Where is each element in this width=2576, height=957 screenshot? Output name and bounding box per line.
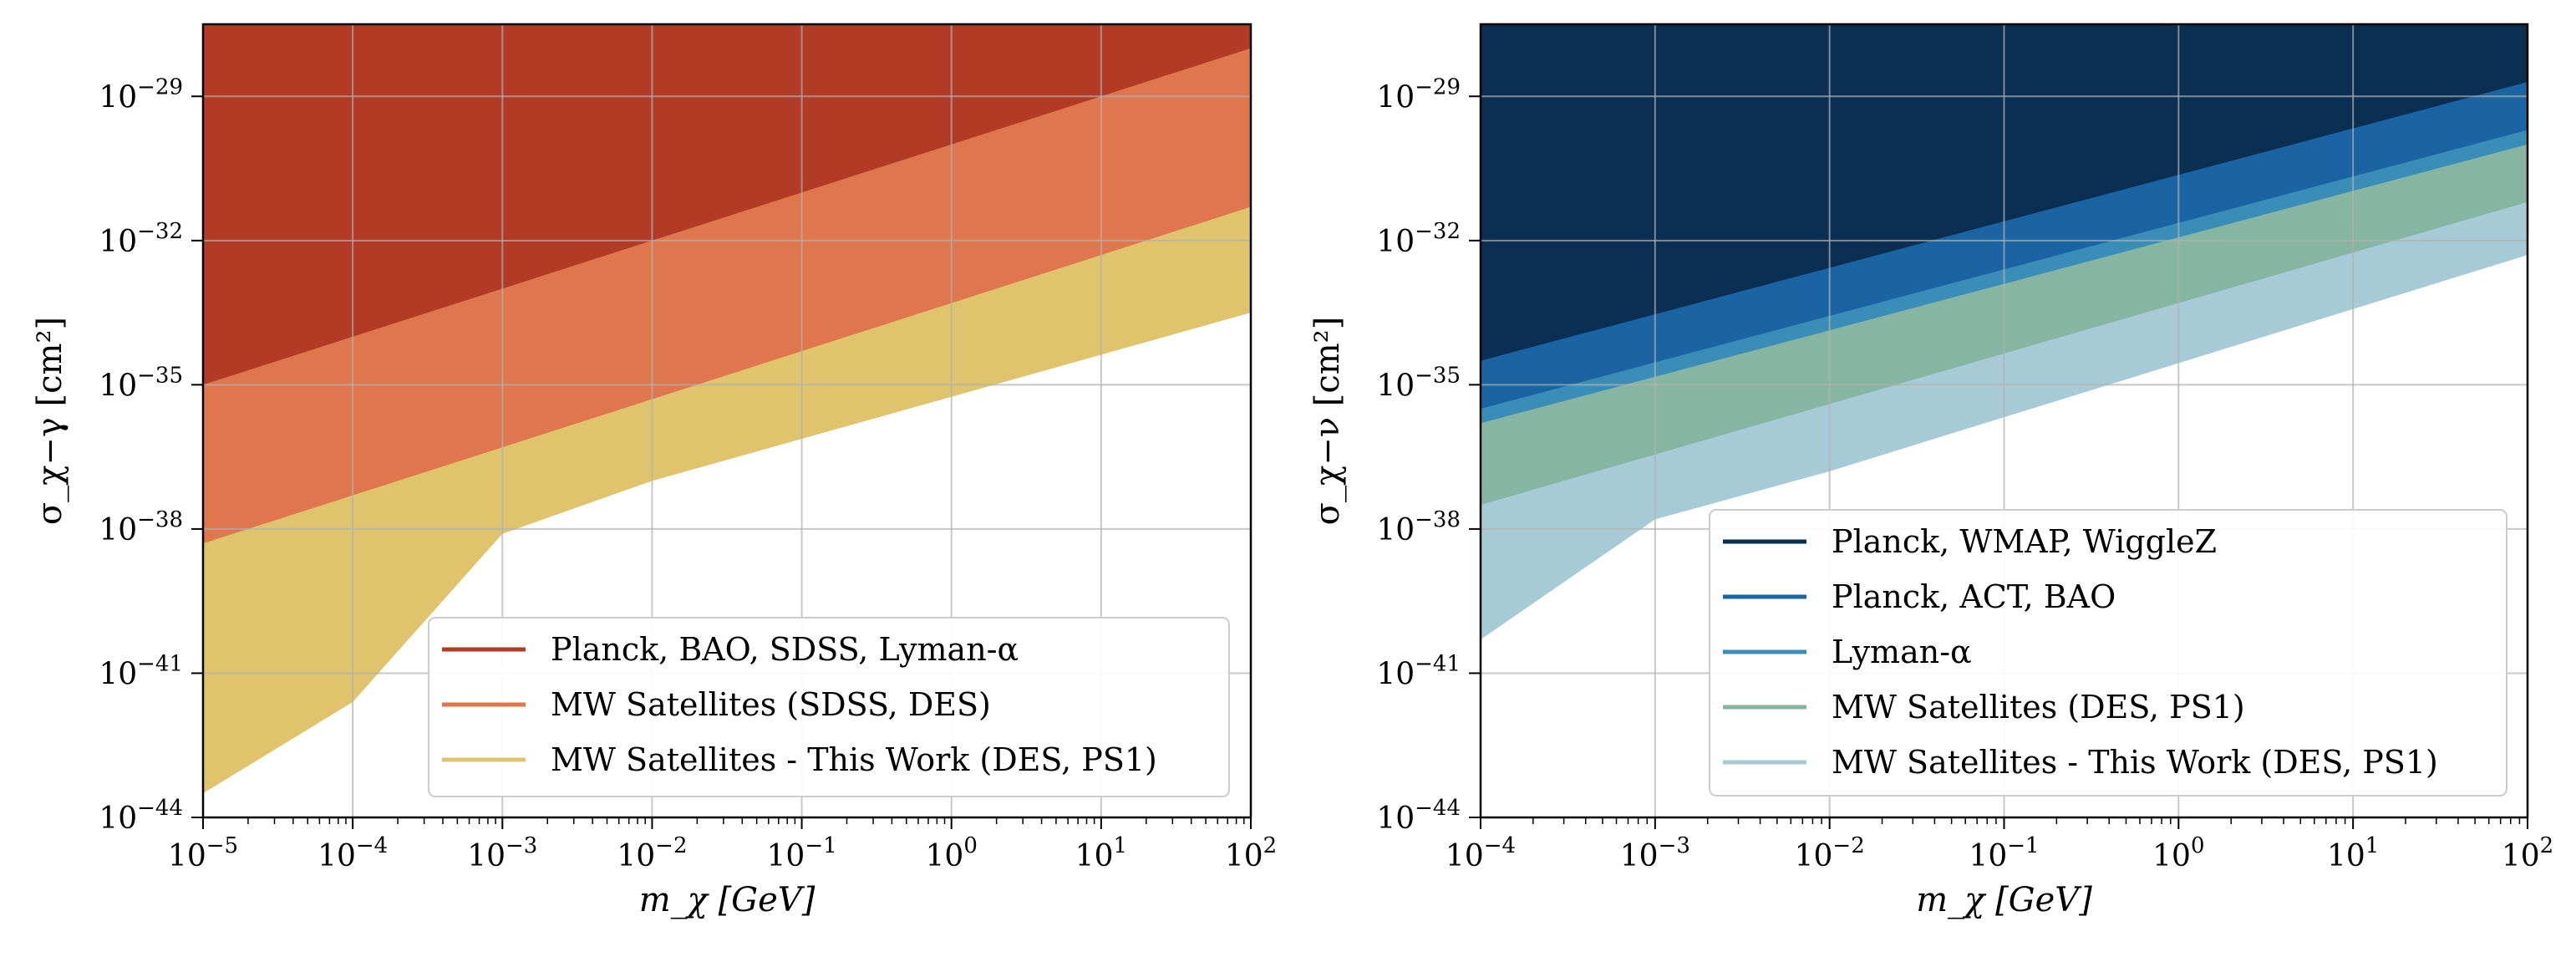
y-tick-label: 10−38: [1376, 507, 1461, 547]
x-tick-label: 10−1: [767, 833, 837, 873]
axes-frame: [201, 23, 1252, 819]
region-planck-bao-sdss-lyman: [203, 24, 1251, 385]
y-tick-label: 10−44: [1376, 796, 1461, 836]
x-tick-label: 100: [926, 833, 978, 873]
y-tick-label: 10−29: [1376, 74, 1461, 115]
x-tick-label: 10−2: [617, 833, 687, 873]
x-tick-label: 10−5: [168, 833, 238, 873]
y-tick-label: 10−44: [99, 796, 183, 836]
tick-marks: [191, 95, 1252, 829]
x-tick-label: 101: [2327, 833, 2379, 873]
legend-label: MW Satellites - This Work (DES, PS1): [1832, 744, 2438, 781]
x-tick-label: 10−4: [1446, 833, 1516, 873]
x-tick-label: 100: [2152, 833, 2204, 873]
y-tick-label: 10−32: [1376, 219, 1461, 259]
legend-box: [1709, 509, 2507, 797]
legend-label: MW Satellites (SDSS, DES): [551, 686, 991, 723]
legend-label: Planck, BAO, SDSS, Lyman-α: [551, 631, 1019, 668]
legend-label: Lyman-α: [1832, 634, 1972, 670]
x-tick-label: 10−3: [1620, 833, 1690, 873]
y-tick-label: 10−29: [99, 74, 183, 115]
y-axis-label: σ_χ−ν [cm²]: [1308, 317, 1347, 526]
y-tick-label: 10−41: [1376, 651, 1461, 691]
y-tick-label: 10−35: [1376, 363, 1461, 403]
y-tick-label: 10−35: [99, 363, 183, 403]
y-tick-label: 10−32: [99, 219, 183, 259]
x-tick-label: 10−2: [1795, 833, 1865, 873]
left-chart-panel: 10−5 10−4 10−3 10−2 10−1 100 101 102 10−44 10−41 1…: [31, 23, 1277, 919]
x-tick-label: 10−1: [1969, 833, 2039, 873]
legend: Planck, BAO, SDSS, Lyman-α MW Satellites …: [428, 617, 1230, 797]
x-axis-label: m_χ [GeV]: [639, 881, 815, 919]
x-axis-label: m_χ [GeV]: [1916, 881, 2092, 919]
legend-label: Planck, WMAP, WiggleZ: [1832, 523, 2217, 560]
x-tick-label: 10−3: [467, 833, 537, 873]
y-axis-label: σ_χ−γ [cm²]: [31, 317, 69, 525]
x-tick-label: 102: [2502, 833, 2553, 873]
x-tick-label: 102: [1225, 833, 1277, 873]
x-tick-label: 10−4: [318, 833, 388, 873]
right-chart-panel: 10−4 10−3 10−2 10−1 100 101 102 10−44 10−41 10−38…: [1308, 23, 2553, 919]
excluded-regions: [203, 24, 1251, 794]
y-tick-label: 10−41: [99, 651, 183, 691]
legend-label: Planck, ACT, BAO: [1832, 578, 2116, 615]
legend-box: [428, 617, 1230, 797]
legend-label: MW Satellites (DES, PS1): [1832, 689, 2245, 725]
legend: Planck, WMAP, WiggleZ Planck, ACT, BAO Lym…: [1709, 509, 2507, 797]
x-tick-label: 101: [1075, 833, 1127, 873]
tick-marks: [1469, 95, 2528, 829]
y-tick-label: 10−38: [99, 507, 183, 547]
legend-label: MW Satellites - This Work (DES, PS1): [551, 741, 1157, 778]
